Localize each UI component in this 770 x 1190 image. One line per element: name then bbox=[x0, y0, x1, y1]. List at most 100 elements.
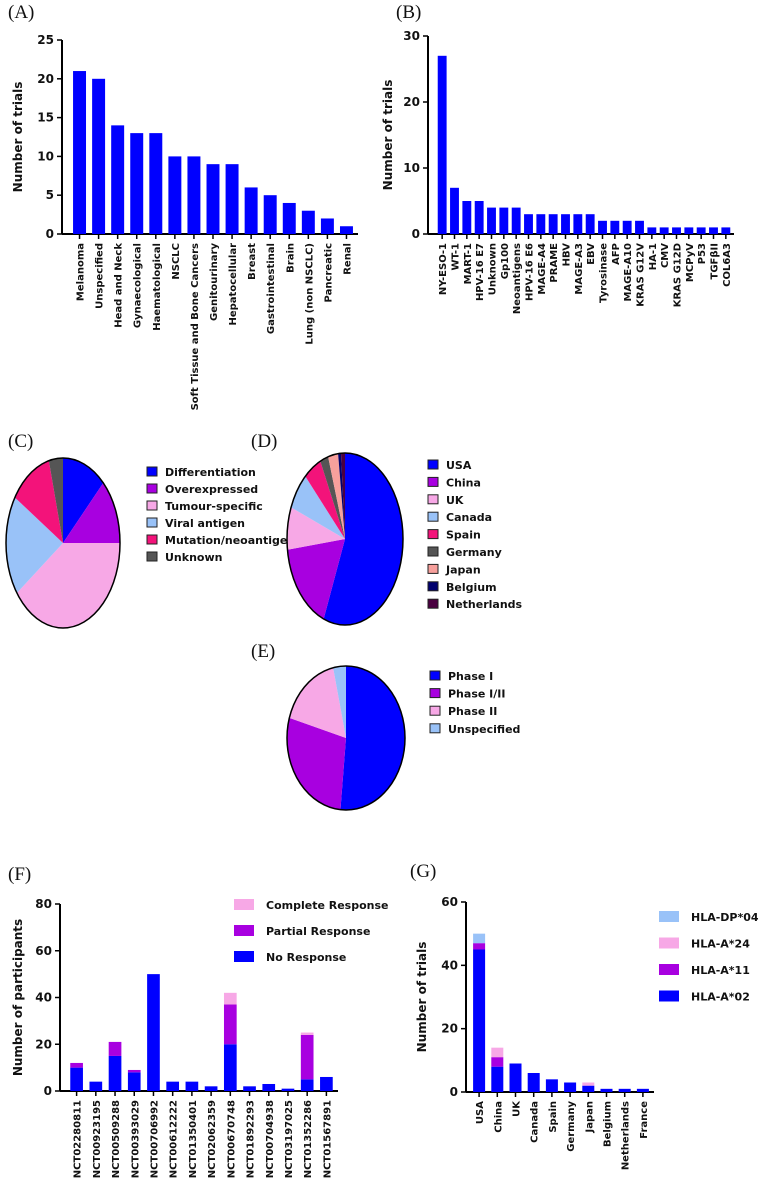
x-tick-label: NCT00612222 bbox=[169, 1100, 180, 1178]
bar-no-response bbox=[89, 1081, 103, 1091]
x-tick-label: WT-1 bbox=[451, 243, 462, 271]
panel-label: (B) bbox=[396, 2, 421, 23]
legend-swatch bbox=[146, 500, 158, 511]
legend-swatch bbox=[427, 511, 439, 522]
bar-value bbox=[92, 78, 106, 234]
bar-no-response bbox=[223, 1044, 237, 1091]
bar-hla-a-02 bbox=[618, 1088, 631, 1092]
bar-hla-a-11 bbox=[491, 1057, 504, 1067]
bar-no-response bbox=[108, 1055, 122, 1091]
legend-swatch bbox=[659, 911, 679, 922]
panel-label: (E) bbox=[251, 641, 275, 662]
panel-c: (C) Differentiation Overexpressed Tumour-sp… bbox=[5, 431, 295, 629]
x-tick-label: HA-1 bbox=[648, 243, 659, 270]
bar-hla-a-11 bbox=[473, 943, 486, 950]
x-tick-label: France bbox=[639, 1101, 650, 1139]
x-tick-label: NCT02062359 bbox=[207, 1100, 218, 1178]
legend-swatch bbox=[659, 990, 679, 1002]
x-tick-label: Renal bbox=[342, 243, 353, 275]
x-tick-label: NCT01567891 bbox=[322, 1100, 333, 1178]
x-tick-label: Haematological bbox=[152, 243, 163, 331]
legend-swatch bbox=[429, 688, 441, 699]
x-tick-label: Breast bbox=[247, 243, 258, 280]
pie-slice-spain bbox=[305, 461, 345, 539]
legend-swatch bbox=[146, 551, 158, 562]
legend-swatch bbox=[427, 459, 439, 470]
pie-slice-overexpressed bbox=[63, 482, 120, 543]
bar-hla-a-02 bbox=[600, 1088, 613, 1092]
pie-slice-china bbox=[287, 539, 345, 619]
x-tick-label: NCT00509288 bbox=[111, 1100, 122, 1178]
bar-value bbox=[659, 227, 669, 234]
pie-outline bbox=[5, 457, 121, 629]
legend-label: Viral antigen bbox=[165, 517, 245, 530]
panel-f: (F) 0 20 40 60 80 Number of participants NCT022… bbox=[8, 864, 389, 1178]
bar-hla-a-02 bbox=[509, 1063, 522, 1092]
panel-a: (A) 0 5 10 15 20 25 Number of trials Melanoma Uns… bbox=[8, 2, 358, 410]
y-tick-label: 25 bbox=[37, 33, 54, 47]
legend-label: Netherlands bbox=[446, 598, 523, 611]
x-tick-label: NCT01350401 bbox=[188, 1100, 199, 1178]
x-tick-label: Soft Tissue and Bone Cancers bbox=[190, 243, 201, 410]
x-tick-label: NY-ESO-1 bbox=[438, 243, 449, 295]
pie-slice-unknown bbox=[48, 458, 63, 543]
x-tick-label: NCT00670748 bbox=[226, 1100, 237, 1178]
y-tick-label: 0 bbox=[412, 227, 420, 241]
x-tick-label: Netherlands bbox=[621, 1101, 632, 1170]
bar-value bbox=[263, 195, 277, 234]
x-tick-label: NCT00923195 bbox=[92, 1100, 103, 1178]
bar-hla-a-24 bbox=[491, 1047, 504, 1058]
bar-value bbox=[585, 214, 595, 234]
x-tick-label: Canada bbox=[530, 1101, 541, 1143]
legend-label: HLA-A*24 bbox=[691, 938, 750, 951]
x-tick-label: COL6A3 bbox=[722, 243, 733, 287]
bar-value bbox=[474, 201, 484, 234]
pie-slice-uk bbox=[287, 507, 345, 550]
x-tick-label: HBV bbox=[562, 243, 573, 267]
x-tick-label: China bbox=[493, 1101, 504, 1133]
legend-label: Phase I bbox=[448, 670, 493, 683]
bar-no-response bbox=[166, 1081, 180, 1091]
bar-no-response bbox=[127, 1072, 141, 1091]
legend-label: Japan bbox=[445, 563, 481, 576]
bar-value bbox=[721, 227, 731, 234]
x-tick-label: Gynaecological bbox=[133, 243, 144, 328]
legend-swatch bbox=[146, 534, 158, 545]
bar-value bbox=[282, 202, 296, 234]
bar-value bbox=[573, 214, 583, 234]
legend-label: No Response bbox=[266, 951, 346, 964]
legend-label: HLA-DP*04 bbox=[691, 911, 759, 924]
bar-no-response bbox=[70, 1067, 83, 1091]
legend-swatch bbox=[427, 546, 439, 557]
x-tick-label: Hepatocellular bbox=[228, 243, 239, 326]
x-tick-label: EBV bbox=[586, 243, 597, 265]
bar-hla-a-02 bbox=[545, 1079, 558, 1092]
bar-value bbox=[598, 220, 607, 234]
y-tick-label: 20 bbox=[441, 1022, 458, 1036]
legend-label: Spain bbox=[446, 529, 481, 542]
bar-value bbox=[450, 187, 459, 234]
panel-label: (F) bbox=[8, 864, 31, 885]
legend-label: Mutation/neoantigen bbox=[165, 534, 295, 547]
legend-swatch bbox=[146, 466, 158, 477]
x-tick-label: USA bbox=[475, 1101, 486, 1124]
bar-partial-response bbox=[223, 1004, 237, 1045]
x-tick-label: Unspecified bbox=[95, 243, 106, 309]
legend-swatch bbox=[146, 483, 158, 494]
bar-value bbox=[622, 220, 632, 234]
y-axis-label: Number of trials bbox=[415, 942, 429, 1053]
legend-swatch bbox=[429, 705, 441, 716]
x-tick-label: UK bbox=[512, 1100, 523, 1117]
x-tick-label: Pancreatic bbox=[323, 243, 334, 303]
bar-hla-a-02 bbox=[582, 1085, 595, 1092]
bar-no-response bbox=[320, 1076, 333, 1091]
bar-no-response bbox=[204, 1086, 218, 1091]
legend-label: Phase II bbox=[448, 705, 497, 718]
pie-outline bbox=[286, 665, 406, 811]
bar-value bbox=[696, 227, 706, 234]
x-tick-label: Gastrointestinal bbox=[266, 243, 277, 334]
pie-slice-belgium bbox=[338, 453, 345, 539]
x-tick-label: Gp100 bbox=[500, 243, 511, 279]
x-tick-label: HPV-16 E7 bbox=[475, 243, 486, 301]
pie-slice-differentiation bbox=[63, 458, 104, 543]
